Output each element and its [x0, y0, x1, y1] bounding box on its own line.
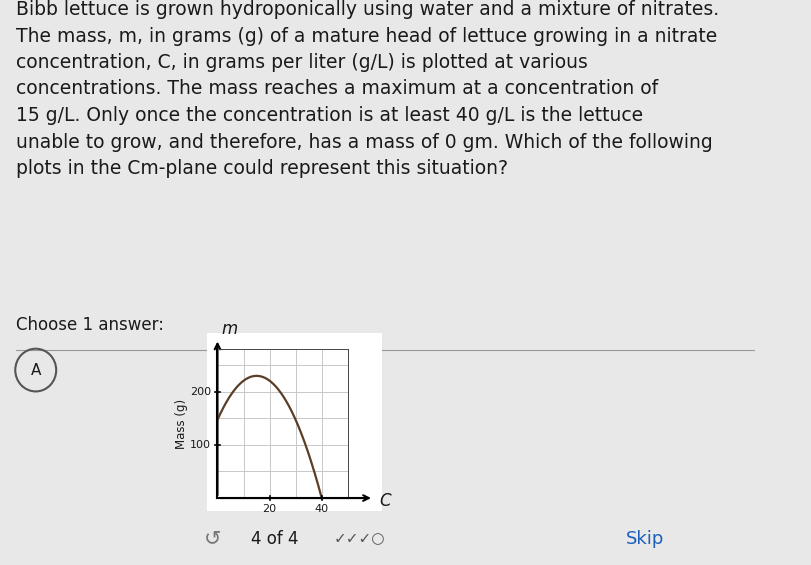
Text: ↺: ↺	[204, 529, 221, 549]
Text: C: C	[379, 492, 390, 510]
Text: 20: 20	[262, 505, 277, 514]
Text: Skip: Skip	[625, 529, 663, 547]
Text: 40: 40	[314, 505, 328, 514]
Text: Choose 1 answer:: Choose 1 answer:	[16, 316, 164, 334]
Text: ✓✓✓○: ✓✓✓○	[333, 531, 385, 546]
Text: A: A	[31, 363, 41, 377]
Text: 4 of 4: 4 of 4	[251, 529, 298, 547]
Text: m: m	[221, 320, 238, 338]
Text: Bibb lettuce is grown hydroponically using water and a mixture of nitrates.
The : Bibb lettuce is grown hydroponically usi…	[16, 0, 719, 178]
Text: 200: 200	[190, 387, 211, 397]
Text: 100: 100	[190, 440, 211, 450]
Text: Mass (g): Mass (g)	[174, 398, 187, 449]
